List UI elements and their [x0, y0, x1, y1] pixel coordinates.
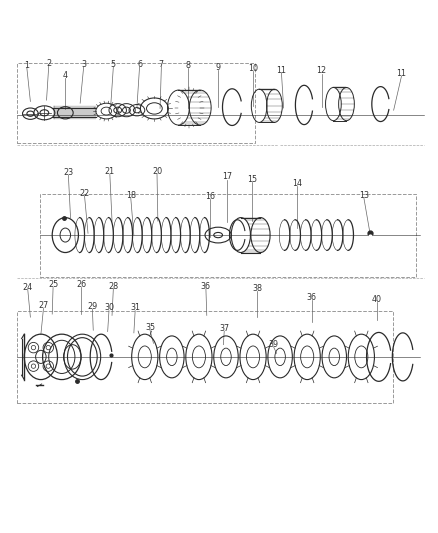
Text: 30: 30 [104, 303, 114, 312]
Text: 31: 31 [130, 303, 140, 312]
Text: 28: 28 [108, 281, 118, 290]
Text: 5: 5 [111, 60, 116, 69]
Text: 25: 25 [48, 280, 58, 289]
Text: 14: 14 [292, 179, 302, 188]
Text: 27: 27 [39, 301, 49, 310]
Text: 40: 40 [372, 295, 382, 304]
Text: 35: 35 [145, 323, 155, 332]
Text: 38: 38 [252, 284, 262, 293]
Text: 1: 1 [25, 61, 29, 70]
Text: 37: 37 [219, 324, 230, 333]
Text: 29: 29 [87, 302, 98, 311]
Text: 26: 26 [76, 280, 87, 289]
Text: 23: 23 [64, 168, 74, 177]
Text: 17: 17 [222, 173, 232, 182]
Text: 7: 7 [159, 60, 164, 69]
Text: 13: 13 [359, 191, 369, 200]
Text: 36: 36 [307, 293, 317, 302]
Text: 15: 15 [247, 175, 257, 184]
Text: 2: 2 [46, 59, 51, 68]
Text: 8: 8 [185, 61, 190, 70]
Text: 39: 39 [268, 340, 279, 349]
Text: 9: 9 [215, 63, 221, 72]
Text: 6: 6 [137, 60, 142, 69]
Text: 18: 18 [126, 191, 136, 200]
Text: 36: 36 [201, 281, 211, 290]
Text: 11: 11 [396, 69, 406, 78]
Text: 11: 11 [276, 66, 286, 75]
Text: 4: 4 [63, 71, 68, 80]
Text: 20: 20 [152, 167, 162, 176]
Text: 24: 24 [23, 282, 33, 292]
Text: 22: 22 [79, 189, 90, 198]
Text: 10: 10 [248, 64, 258, 73]
Text: 16: 16 [205, 192, 215, 201]
Text: 21: 21 [105, 167, 115, 176]
Text: 12: 12 [317, 67, 327, 75]
Text: 3: 3 [81, 60, 86, 69]
